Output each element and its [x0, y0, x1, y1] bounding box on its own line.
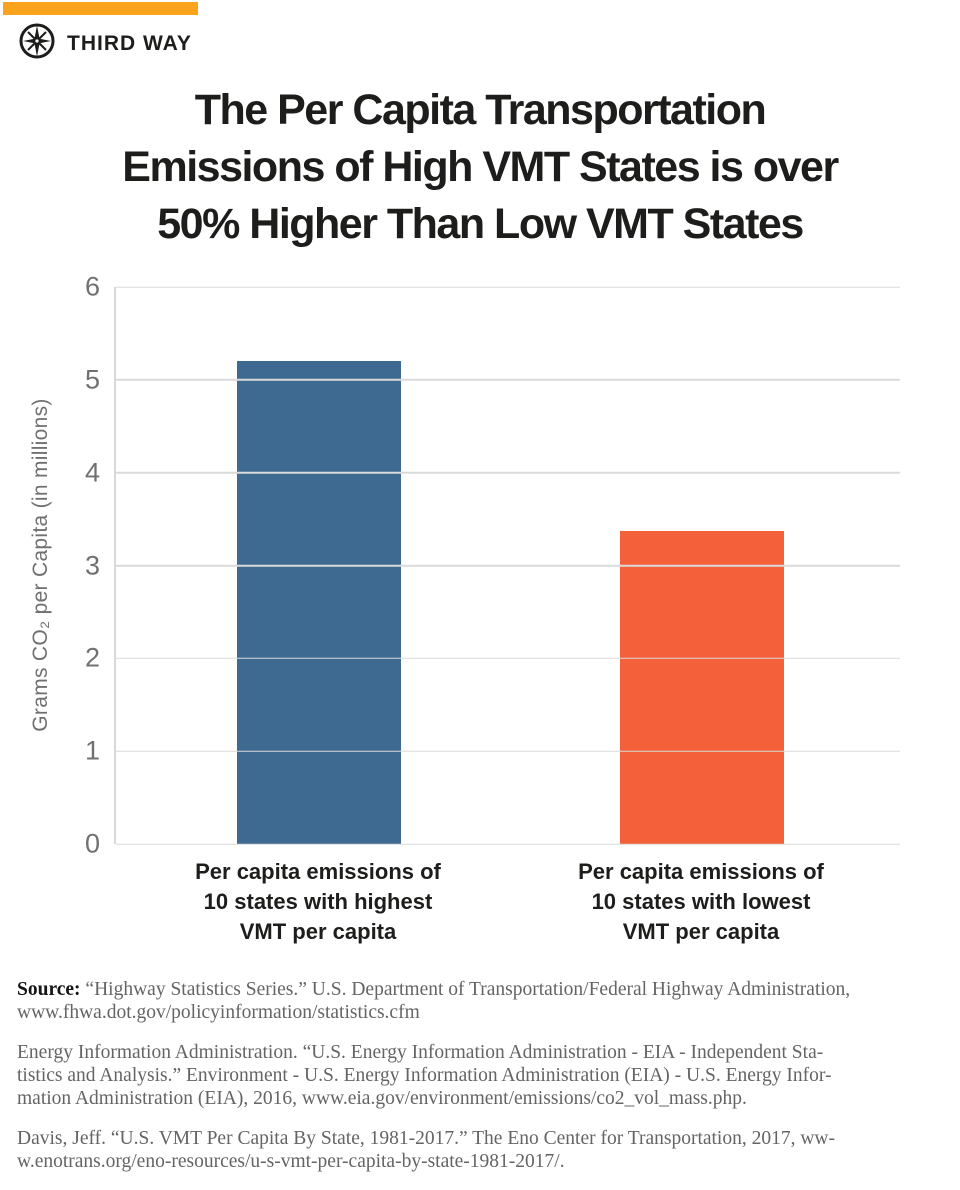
bar-lowest-vmt-states: [620, 531, 784, 844]
y-tick-label: 1: [84, 735, 100, 766]
bar-label-line: VMT per capita: [239, 919, 397, 944]
gridline: [116, 564, 900, 567]
source-text-line: mation Administration (EIA), 2016, www.e…: [17, 1088, 747, 1109]
y-tick-label: 4: [84, 457, 100, 488]
source-paragraph: Energy Information Administration. “U.S.…: [17, 1041, 944, 1110]
bar-highest-vmt-states: [237, 361, 401, 844]
y-tick-label: 6: [84, 271, 100, 302]
source-text-line: Energy Information Administration. “U.S.…: [17, 1042, 824, 1063]
source-notes: Source: “Highway Statistics Series.” U.S…: [17, 978, 944, 1190]
y-tick-label: 5: [84, 364, 100, 395]
gridline: [116, 379, 900, 381]
gridline: [116, 843, 900, 845]
chart-title-line: The Per Capita Transportation: [194, 86, 767, 134]
source-text-line: “Highway Statistics Series.” U.S. Depart…: [85, 979, 851, 1000]
gridline: [116, 471, 900, 474]
bar-label-line: 10 states with lowest: [591, 889, 811, 914]
source-text-line: Davis, Jeff. “U.S. VMT Per Capita By Sta…: [17, 1128, 836, 1149]
gridline: [116, 657, 900, 660]
brand-header: THIRD WAY: [18, 22, 192, 65]
source-label: Source:: [17, 979, 81, 1000]
source-text-line: tistics and Analysis.” Environment - U.S…: [17, 1065, 832, 1086]
compass-star-icon: [18, 22, 56, 65]
source-paragraph: Source: “Highway Statistics Series.” U.S…: [17, 978, 944, 1024]
gridline: [116, 750, 900, 752]
bar-label-line: Per capita emissions of: [195, 859, 441, 884]
source-paragraph: Davis, Jeff. “U.S. VMT Per Capita By Sta…: [17, 1127, 944, 1173]
bar-label-line: VMT per capita: [622, 919, 780, 944]
brand-banner: [3, 2, 198, 15]
bar-label-lowest-vmt: Per capita emissions of 10 states with l…: [578, 857, 824, 947]
chart-title-line: 50% Higher Than Low VMT States: [157, 200, 804, 248]
chart-title: The Per Capita Transportation Emissions …: [0, 82, 960, 253]
brand-name: THIRD WAY: [67, 31, 192, 55]
y-tick-label: 2: [84, 642, 100, 673]
bar-label-highest-vmt: Per capita emissions of 10 states with h…: [195, 857, 441, 947]
source-text-line: w.enotrans.org/eno-resources/u-s-vmt-per…: [17, 1151, 565, 1172]
source-text-line: www.fhwa.dot.gov/policyinformation/stati…: [17, 1002, 420, 1023]
gridline: [116, 286, 900, 288]
bar-label-line: 10 states with highest: [203, 889, 433, 914]
bar-label-line: Per capita emissions of: [578, 859, 824, 884]
y-tick-label: 3: [84, 550, 100, 580]
chart-title-line: Emissions of High VMT States is over: [122, 143, 839, 191]
plot-area: [114, 286, 900, 845]
y-axis-ticks: 0 1 2 3 4 5 6: [36, 273, 100, 857]
y-tick-label: 0: [84, 828, 100, 859]
